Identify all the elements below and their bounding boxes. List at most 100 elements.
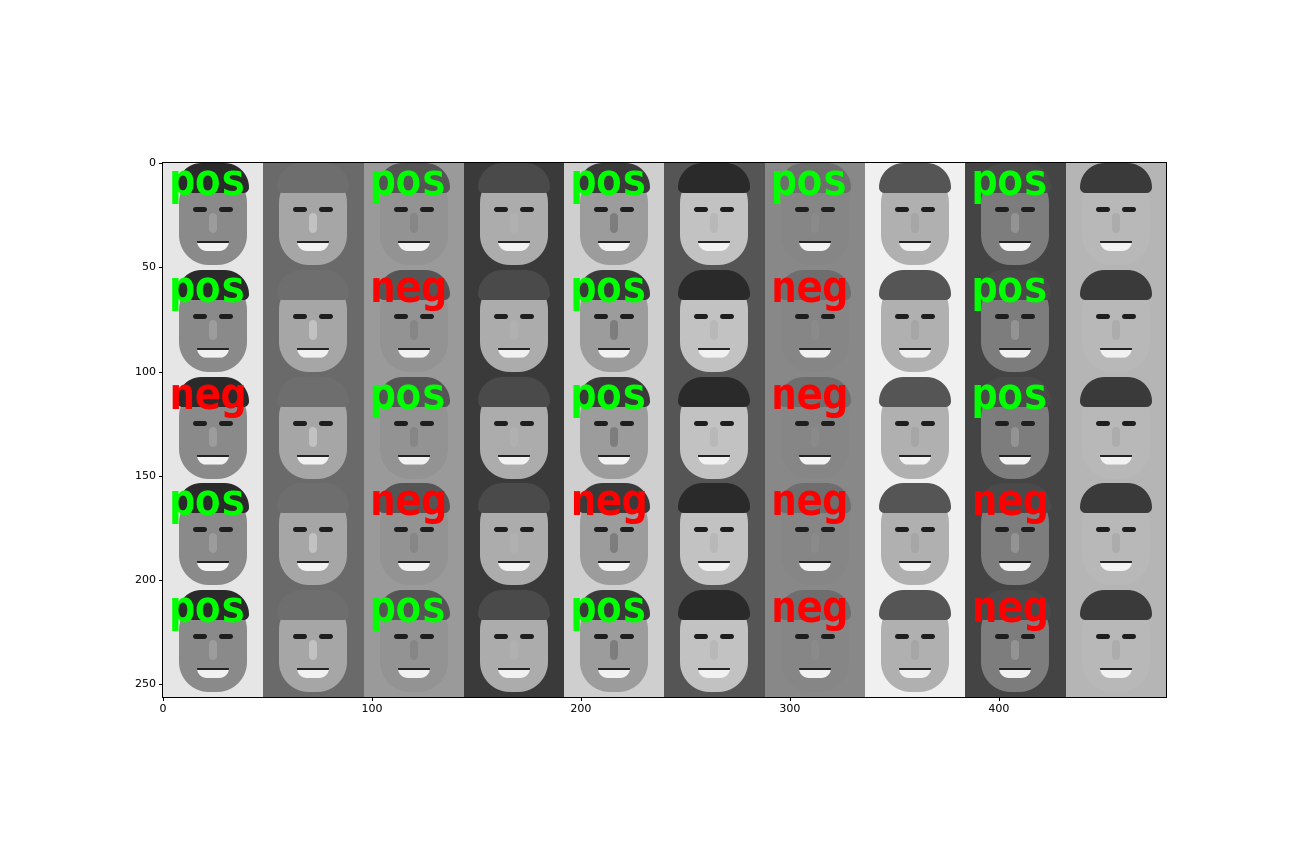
prediction-label: neg bbox=[570, 475, 647, 527]
image-pair: pos bbox=[363, 586, 565, 697]
y-tick-label: 100 bbox=[135, 364, 156, 378]
face-image-left bbox=[764, 590, 866, 697]
prediction-label: pos bbox=[570, 155, 647, 206]
face-image-right bbox=[263, 269, 364, 377]
face-image-left bbox=[163, 163, 264, 270]
prediction-label: neg bbox=[369, 475, 447, 527]
face-image-left bbox=[363, 269, 464, 377]
face-image-right bbox=[1065, 590, 1166, 697]
face-image-left bbox=[363, 483, 464, 591]
face-image-right bbox=[865, 376, 966, 484]
image-pair: pos bbox=[163, 265, 364, 377]
image-pair: pos bbox=[564, 159, 765, 270]
image-pair: neg bbox=[965, 479, 1166, 591]
prediction-label: pos bbox=[169, 155, 246, 206]
face-image-left bbox=[564, 590, 665, 697]
prediction-label: pos bbox=[369, 368, 447, 420]
prediction-label: pos bbox=[971, 155, 1048, 206]
image-pair: pos bbox=[163, 159, 364, 270]
face-image-right bbox=[463, 590, 565, 697]
x-tick bbox=[998, 697, 1000, 701]
x-tick bbox=[580, 697, 582, 701]
face-image-left bbox=[965, 163, 1066, 270]
prediction-label: neg bbox=[770, 261, 848, 313]
face-image-right bbox=[263, 483, 364, 591]
prediction-label: neg bbox=[770, 368, 848, 420]
face-image-left bbox=[764, 163, 866, 270]
face-image-left bbox=[764, 483, 866, 591]
y-tick bbox=[159, 267, 163, 269]
face-image-left bbox=[764, 269, 866, 377]
face-image-left bbox=[363, 376, 464, 484]
prediction-label: pos bbox=[570, 582, 647, 634]
face-image-left bbox=[965, 376, 1066, 484]
image-pair: pos bbox=[363, 159, 565, 270]
prediction-label: pos bbox=[971, 261, 1048, 313]
face-image-right bbox=[1065, 163, 1166, 270]
image-pair: neg bbox=[363, 265, 565, 377]
image-pair: pos bbox=[965, 159, 1166, 270]
face-image-right bbox=[263, 163, 364, 270]
y-tick-label: 250 bbox=[135, 677, 156, 691]
face-image-right bbox=[865, 163, 966, 270]
y-tick bbox=[159, 580, 163, 582]
face-image-right bbox=[865, 590, 966, 697]
y-tick-label: 200 bbox=[135, 573, 156, 587]
face-image-right bbox=[463, 483, 565, 591]
image-pair: pos bbox=[965, 265, 1166, 377]
image-pair: neg bbox=[564, 479, 765, 591]
image-pair: neg bbox=[363, 479, 565, 591]
image-pair: pos bbox=[564, 372, 765, 484]
face-image-right bbox=[1065, 483, 1166, 591]
y-tick-label: 150 bbox=[135, 468, 156, 482]
face-image-left bbox=[965, 269, 1066, 377]
face-image-left bbox=[363, 163, 464, 270]
prediction-label: pos bbox=[169, 261, 246, 313]
image-grid-plot: pos pos pos pos pos pos neg pos neg pos neg pos pos n… bbox=[162, 159, 1167, 698]
x-tick-label: 100 bbox=[361, 702, 383, 715]
face-image-right bbox=[865, 269, 966, 377]
y-tick-label: 50 bbox=[142, 260, 156, 274]
face-image-left bbox=[163, 269, 264, 377]
image-pair: pos bbox=[764, 159, 966, 270]
x-tick-label: 0 bbox=[159, 702, 167, 715]
face-image-left bbox=[363, 590, 464, 697]
face-image-right bbox=[664, 163, 765, 270]
face-image-left bbox=[965, 483, 1066, 591]
prediction-label: neg bbox=[169, 368, 246, 420]
y-tick bbox=[159, 371, 163, 373]
face-image-right bbox=[664, 269, 765, 377]
face-image-right bbox=[263, 376, 364, 484]
x-tick bbox=[371, 697, 373, 701]
face-image-left bbox=[163, 483, 264, 591]
prediction-label: pos bbox=[971, 368, 1048, 420]
image-pair: neg bbox=[764, 586, 966, 697]
prediction-label: pos bbox=[369, 155, 447, 206]
face-image-right bbox=[263, 590, 364, 697]
image-pair: pos bbox=[363, 372, 565, 484]
image-pair: pos bbox=[163, 479, 364, 591]
image-pair: neg bbox=[965, 586, 1166, 697]
y-tick bbox=[159, 163, 163, 164]
face-image-left bbox=[965, 590, 1066, 697]
x-tick-label: 200 bbox=[570, 702, 592, 715]
y-tick-label: 0 bbox=[149, 156, 156, 169]
face-image-left bbox=[564, 163, 665, 270]
image-pair: neg bbox=[163, 372, 364, 484]
image-pair: pos bbox=[564, 265, 765, 377]
face-image-left bbox=[564, 376, 665, 484]
x-tick bbox=[163, 697, 164, 701]
prediction-label: neg bbox=[971, 582, 1048, 634]
x-tick-label: 400 bbox=[988, 702, 1010, 715]
face-image-right bbox=[664, 483, 765, 591]
prediction-label: pos bbox=[770, 155, 848, 206]
prediction-label: pos bbox=[169, 582, 246, 634]
face-image-right bbox=[865, 483, 966, 591]
face-image-left bbox=[163, 376, 264, 484]
x-tick bbox=[789, 697, 791, 701]
prediction-label: pos bbox=[169, 475, 246, 527]
prediction-label: neg bbox=[770, 475, 848, 527]
image-pair: neg bbox=[764, 479, 966, 591]
prediction-label: pos bbox=[369, 582, 447, 634]
